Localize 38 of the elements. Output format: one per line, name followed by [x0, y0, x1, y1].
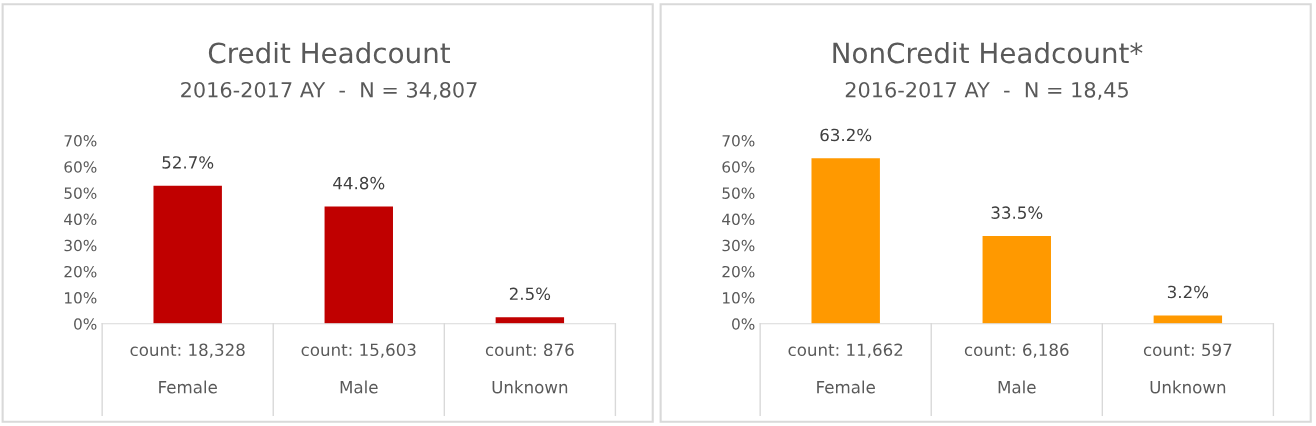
chart-title: NonCredit Headcount*: [833, 41, 1143, 64]
y-tick-label: 40%: [64, 213, 97, 226]
y-tick-label: 0%: [732, 318, 755, 330]
data-label: 63.2%: [820, 128, 872, 142]
y-tick-label: 60%: [64, 161, 97, 173]
y-tick-label: 50%: [722, 187, 755, 199]
chart-subtitle: 2016-2017 AY - N = 18,45: [845, 81, 1128, 100]
y-tick-label: 40%: [722, 213, 755, 226]
bar: [1153, 315, 1223, 324]
y-tick-label: 70%: [722, 135, 755, 147]
chart-title: Credit Headcount: [208, 41, 451, 64]
bar: [324, 206, 393, 324]
bar: [982, 236, 1051, 324]
category-label: count: 597 Unknown: [1143, 343, 1232, 394]
data-label: 52.7%: [162, 156, 214, 169]
data-label: 2.5%: [509, 287, 551, 301]
category-label: count: 11,662 Female: [788, 343, 903, 394]
category-label: count: 18,328 Female: [130, 343, 245, 394]
data-label: 3.2%: [1167, 285, 1209, 299]
category-label: count: 6,186 Male: [964, 343, 1069, 394]
y-tick-label: 20%: [64, 265, 97, 278]
data-label: 33.5%: [991, 206, 1043, 219]
bar: [153, 185, 222, 324]
y-tick-label: 30%: [64, 239, 97, 252]
y-tick-label: 50%: [64, 187, 97, 199]
data-label: 44.8%: [333, 176, 385, 190]
y-tick-label: 20%: [722, 265, 755, 278]
y-tick-label: 10%: [65, 292, 97, 304]
y-tick-label: 30%: [722, 239, 755, 252]
bar: [495, 317, 565, 324]
bar: [811, 158, 880, 324]
chart-subtitle: 2016-2017 AY - N = 34,807: [181, 81, 477, 100]
y-tick-label: 60%: [722, 161, 755, 173]
category-label: count: 15,603 Male: [301, 343, 416, 394]
y-tick-label: 70%: [64, 135, 97, 147]
y-tick-label: 10%: [723, 292, 755, 304]
y-tick-label: 0%: [74, 318, 97, 330]
category-label: count: 876 Unknown: [485, 343, 574, 394]
